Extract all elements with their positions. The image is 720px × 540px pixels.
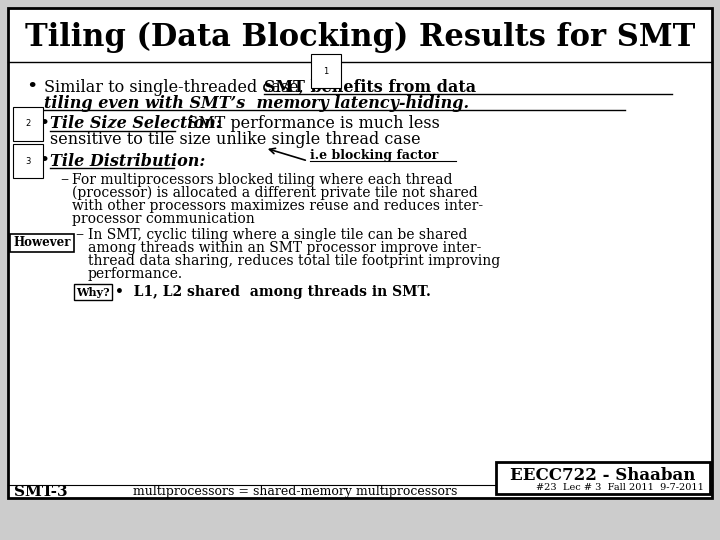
Text: Similar to single-threaded case,: Similar to single-threaded case, (44, 78, 309, 96)
Text: #23  Lec # 3  Fall 2011  9-7-2011: #23 Lec # 3 Fall 2011 9-7-2011 (536, 483, 704, 492)
Text: thread data sharing, reduces total tile footprint improving: thread data sharing, reduces total tile … (88, 254, 500, 268)
Text: 1: 1 (323, 66, 328, 76)
FancyBboxPatch shape (496, 462, 710, 494)
Text: •: • (38, 152, 50, 170)
Text: multiprocessors = shared-memory multiprocessors: multiprocessors = shared-memory multipro… (132, 485, 457, 498)
Text: In SMT, cyclic tiling where a single tile can be shared: In SMT, cyclic tiling where a single til… (88, 228, 467, 242)
Text: •: • (27, 78, 37, 96)
FancyBboxPatch shape (74, 284, 112, 300)
Text: Why?: Why? (76, 287, 110, 298)
Text: tiling even with SMT’s  memory latency-hiding.: tiling even with SMT’s memory latency-hi… (44, 94, 469, 111)
FancyBboxPatch shape (10, 234, 74, 252)
Text: performance.: performance. (88, 267, 183, 281)
Text: i.e blocking factor: i.e blocking factor (310, 148, 438, 161)
Text: •  L1, L2 shared  among threads in SMT.: • L1, L2 shared among threads in SMT. (115, 285, 431, 299)
Text: sensitive to tile size unlike single thread case: sensitive to tile size unlike single thr… (50, 131, 420, 147)
Text: (processor) is allocated a different private tile not shared: (processor) is allocated a different pri… (72, 186, 478, 200)
Text: –: – (60, 172, 68, 188)
Text: EECC722 - Shaaban: EECC722 - Shaaban (510, 467, 696, 483)
Text: Tile Distribution:: Tile Distribution: (50, 152, 205, 170)
Text: –: – (75, 226, 83, 244)
Text: Tiling (Data Blocking) Results for SMT: Tiling (Data Blocking) Results for SMT (24, 22, 696, 52)
Text: Tile Size Selection:: Tile Size Selection: (50, 116, 222, 132)
Text: among threads within an SMT processor improve inter-: among threads within an SMT processor im… (88, 241, 482, 255)
Text: For multiprocessors blocked tiling where each thread: For multiprocessors blocked tiling where… (72, 173, 452, 187)
Text: 3: 3 (25, 157, 31, 165)
Text: 2: 2 (25, 119, 31, 129)
Text: SMT performance is much less: SMT performance is much less (177, 116, 440, 132)
Text: with other processors maximizes reuse and reduces inter-: with other processors maximizes reuse an… (72, 199, 483, 213)
Text: processor communication: processor communication (72, 212, 255, 226)
Text: SMT benefits from data: SMT benefits from data (264, 78, 476, 96)
Text: SMT-3: SMT-3 (14, 485, 68, 499)
Text: However: However (13, 237, 71, 249)
Text: •: • (38, 115, 50, 133)
FancyBboxPatch shape (8, 8, 712, 498)
